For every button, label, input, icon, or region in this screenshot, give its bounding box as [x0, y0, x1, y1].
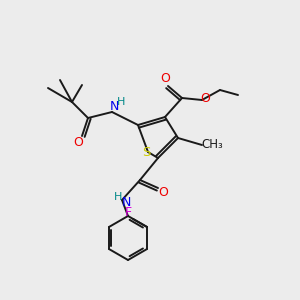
Text: O: O [73, 136, 83, 149]
Text: F: F [124, 206, 132, 220]
Text: H: H [117, 97, 125, 107]
Text: O: O [160, 73, 170, 85]
Text: N: N [109, 100, 119, 113]
Text: CH₃: CH₃ [201, 139, 223, 152]
Text: H: H [114, 192, 122, 202]
Text: N: N [121, 196, 131, 209]
Text: O: O [200, 92, 210, 104]
Text: O: O [158, 187, 168, 200]
Text: S: S [142, 146, 150, 160]
